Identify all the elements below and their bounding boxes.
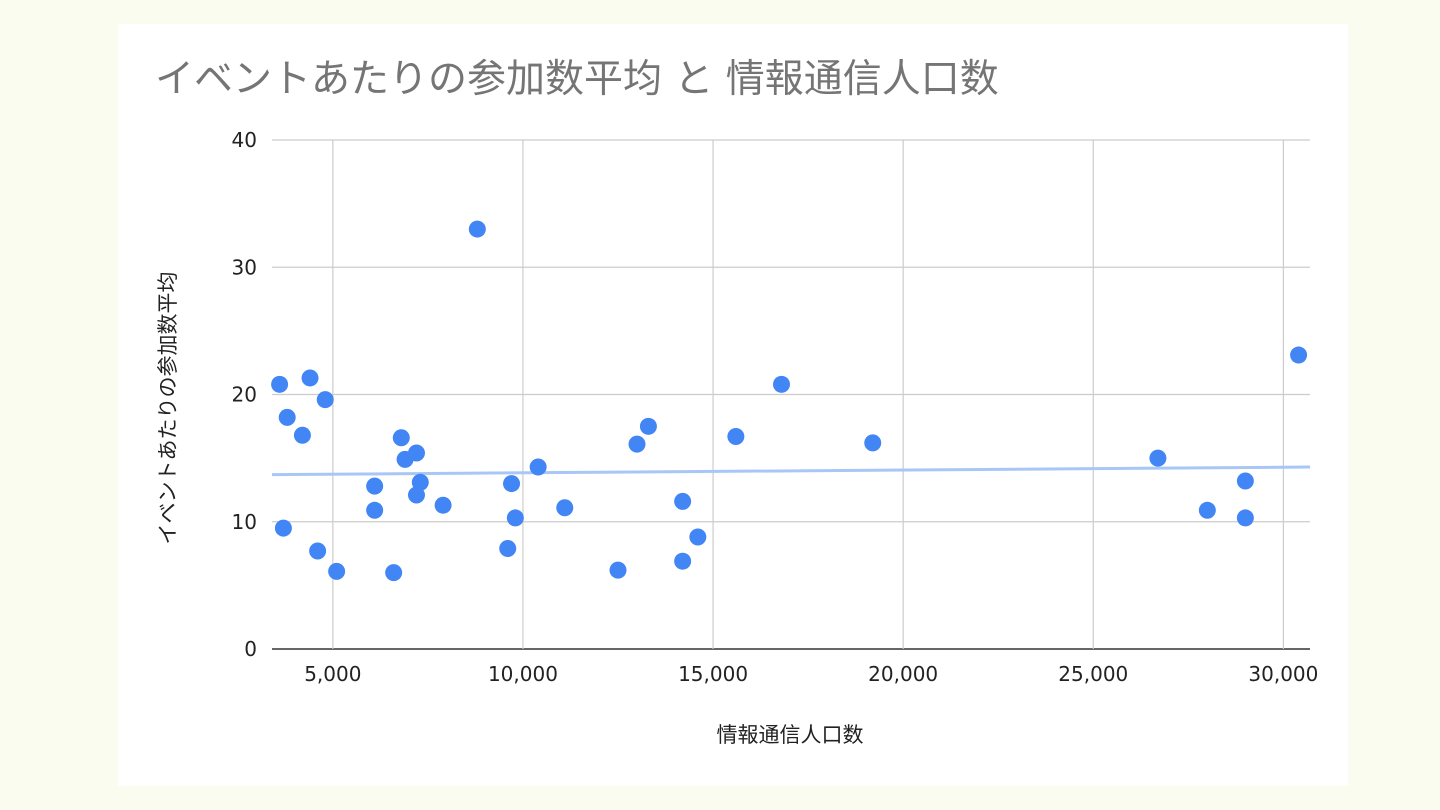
data-point[interactable]: [385, 564, 403, 582]
data-point[interactable]: [556, 499, 574, 517]
data-point[interactable]: [274, 519, 292, 537]
grid-lines: [272, 139, 1310, 650]
data-point[interactable]: [468, 220, 486, 238]
data-point[interactable]: [366, 477, 384, 495]
data-point[interactable]: [392, 429, 410, 447]
y-tick-label: 0: [244, 637, 257, 661]
data-point[interactable]: [1236, 472, 1254, 490]
data-point[interactable]: [529, 458, 547, 476]
data-point[interactable]: [506, 509, 524, 527]
data-point[interactable]: [407, 444, 425, 462]
data-point[interactable]: [328, 562, 346, 580]
data-point[interactable]: [772, 375, 790, 393]
x-axis-label: 情報通信人口数: [717, 723, 864, 747]
data-point[interactable]: [864, 434, 882, 452]
data-point[interactable]: [674, 552, 692, 570]
x-tick-label: 5,000: [304, 662, 361, 686]
data-point[interactable]: [301, 369, 319, 387]
y-axis-label: イベントあたりの参加数平均: [156, 272, 180, 545]
data-point[interactable]: [407, 486, 425, 504]
data-point[interactable]: [278, 408, 296, 426]
data-point[interactable]: [434, 496, 452, 514]
x-tick-label: 10,000: [488, 662, 558, 686]
data-point[interactable]: [503, 475, 521, 493]
x-tick-label: 15,000: [678, 662, 748, 686]
data-point[interactable]: [689, 528, 707, 546]
chart-title: イベントあたりの参加数平均 と 情報通信人口数: [155, 57, 999, 102]
x-tick-label: 30,000: [1248, 662, 1318, 686]
y-tick-label: 40: [232, 128, 257, 152]
data-point[interactable]: [628, 435, 646, 453]
x-tick-label: 20,000: [868, 662, 938, 686]
y-axis-ticks: 0 10 20 30 40: [232, 128, 257, 661]
data-point[interactable]: [639, 417, 657, 435]
data-point[interactable]: [499, 539, 517, 557]
data-point[interactable]: [1290, 346, 1308, 364]
x-tick-label: 25,000: [1058, 662, 1128, 686]
data-point[interactable]: [727, 427, 745, 445]
data-point[interactable]: [293, 426, 311, 444]
y-tick-label: 30: [232, 255, 257, 279]
data-point[interactable]: [674, 492, 692, 510]
y-tick-label: 20: [232, 383, 257, 407]
data-points: [271, 220, 1308, 582]
trendline: [271, 465, 1311, 477]
data-point[interactable]: [1198, 501, 1216, 519]
x-axis-ticks: 5,000 10,000 15,000 20,000 25,000 30,000: [304, 662, 1318, 686]
data-point[interactable]: [366, 501, 384, 519]
trendline-layer: [271, 465, 1311, 477]
data-point[interactable]: [316, 391, 334, 409]
data-point[interactable]: [609, 561, 627, 579]
data-point[interactable]: [1149, 449, 1167, 467]
data-point[interactable]: [1236, 509, 1254, 527]
data-point[interactable]: [309, 542, 327, 560]
data-point[interactable]: [271, 375, 289, 393]
y-tick-label: 10: [232, 510, 257, 534]
